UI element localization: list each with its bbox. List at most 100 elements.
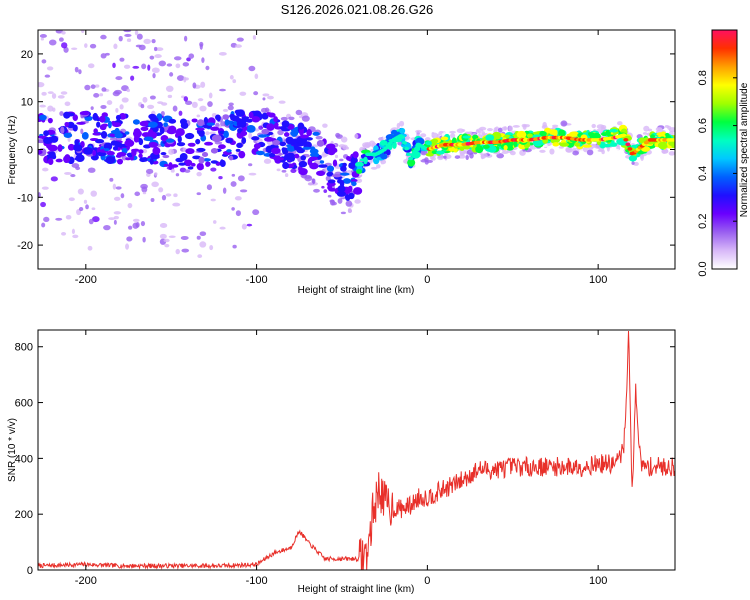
spectrogram-cell xyxy=(172,202,181,207)
colorbar-label: Normalized spectral amplitude xyxy=(739,82,750,217)
spectrogram-cell xyxy=(183,76,187,83)
spectrogram-cell xyxy=(340,211,346,215)
spectrogram-cell xyxy=(608,142,618,147)
spectrogram-cell xyxy=(342,162,347,167)
spectrogram-cells xyxy=(38,21,675,259)
spectrogram-cell xyxy=(599,141,607,149)
spectrogram-cell xyxy=(90,84,96,89)
spectrogram-cell xyxy=(74,139,80,146)
spectrogram-cell xyxy=(222,114,230,120)
spectrogram-cell xyxy=(100,104,107,109)
snr-x-ticks: -200 -100 0 100 xyxy=(75,330,607,587)
spectrogram-cell xyxy=(431,150,438,155)
spectrogram-cell xyxy=(160,111,165,117)
colorbar-tick-label: 0.6 xyxy=(697,118,709,133)
spectrogram-cell xyxy=(223,130,229,139)
spectrogram-ridge-cell xyxy=(623,137,629,142)
spectrogram-cell xyxy=(196,147,206,152)
spectrogram-cell xyxy=(424,137,431,142)
spectrogram-cell xyxy=(232,79,237,84)
spectrogram-cell xyxy=(116,158,124,165)
spectrogram-cell xyxy=(239,91,247,96)
spectrogram-cell xyxy=(224,118,230,126)
spectrogram-cell xyxy=(139,120,150,127)
spectrogram-cell xyxy=(184,132,195,140)
spectrogram-cell xyxy=(213,220,217,224)
spectrogram-cell xyxy=(407,158,416,167)
spectrogram-cell xyxy=(167,94,173,99)
spectrogram-cell xyxy=(47,144,58,152)
spectrogram-ridge-cell xyxy=(404,146,410,151)
spectrogram-cell xyxy=(232,244,237,249)
spectrogram-cell xyxy=(573,124,582,131)
spectrogram-cell xyxy=(425,152,434,157)
spectrogram-cell xyxy=(241,223,247,230)
spectrogram-cell xyxy=(345,146,350,150)
spectrogram-cell xyxy=(43,216,50,223)
spectrogram-cell xyxy=(151,67,160,74)
spectrogram-cell xyxy=(478,126,487,131)
spectrogram-cell xyxy=(160,151,167,156)
spectrogram-cell xyxy=(67,143,75,151)
spectrogram-cell xyxy=(187,142,196,147)
spectrogram-cell xyxy=(63,132,73,138)
spectrogram-cell xyxy=(613,148,620,153)
spectrogram-cell xyxy=(336,191,347,197)
spectrogram-cell xyxy=(656,132,665,136)
spectrogram-cell xyxy=(196,171,202,177)
spectrogram-cell xyxy=(285,136,294,145)
spectrogram-cell xyxy=(327,179,336,184)
spectrogram-cell xyxy=(497,127,503,133)
spectrogram-cell xyxy=(241,137,247,144)
spectrogram-cell xyxy=(458,154,466,159)
spectrogram-cell xyxy=(84,84,91,91)
spectrogram-cell xyxy=(482,144,490,149)
spectrogram-cell xyxy=(334,154,339,159)
spectrogram-cell xyxy=(586,149,594,156)
spectrogram-cell xyxy=(210,198,216,202)
spectrogram-cell xyxy=(147,121,158,128)
spectrogram-cell xyxy=(347,207,352,214)
spectrogram-cell xyxy=(80,128,84,135)
spectrogram-x-tick-label: 100 xyxy=(589,274,607,286)
spectrogram-cell xyxy=(112,91,120,97)
spectrogram-cell xyxy=(131,148,137,157)
spectrogram-cell xyxy=(294,146,303,152)
spectrogram-ridge-cell xyxy=(670,138,675,142)
spectrogram-cell xyxy=(273,116,278,123)
spectrogram-cell xyxy=(113,211,121,215)
spectrogram-cell xyxy=(503,145,508,151)
spectrogram-cell xyxy=(64,101,71,107)
spectrogram-cell xyxy=(228,102,234,106)
spectrogram-cell xyxy=(248,163,253,167)
spectrogram-cell xyxy=(38,135,47,139)
spectrogram-cell xyxy=(582,146,588,153)
snr-y-tick-label: 0 xyxy=(27,565,33,577)
spectrogram-cell xyxy=(210,167,217,172)
snr-y-ticks: 0 200 400 600 800 xyxy=(15,342,675,577)
spectrogram-cell xyxy=(191,101,198,108)
spectrogram-cell xyxy=(399,127,406,134)
spectrogram-cell xyxy=(114,127,120,135)
spectrogram-cell xyxy=(154,54,162,59)
spectrogram-x-label: Height of straight line (km) xyxy=(298,285,415,296)
spectrogram-cell xyxy=(218,52,227,56)
spectrogram-cell xyxy=(123,64,131,69)
spectrogram-cell xyxy=(96,121,101,128)
spectrogram-cell xyxy=(101,87,107,92)
spectrogram-cell xyxy=(113,43,118,50)
figure-title: S126.2026.021.08.26.G26 xyxy=(281,2,434,17)
spectrogram-cell xyxy=(280,116,288,121)
spectrogram-cell xyxy=(63,21,67,25)
spectrogram-cell xyxy=(71,228,75,234)
spectrogram-cell xyxy=(339,158,344,162)
spectrogram-cell xyxy=(173,193,178,198)
snr-x-tick-label: -100 xyxy=(246,575,268,587)
spectrogram-cell xyxy=(134,30,139,36)
spectrogram-cell xyxy=(142,236,146,243)
spectrogram-cell xyxy=(205,131,210,136)
spectrogram-cell xyxy=(339,172,350,176)
snr-x-tick-label: -200 xyxy=(75,575,97,587)
spectrogram-y-ticks: -20 -10 0 10 20 xyxy=(17,49,675,252)
snr-x-tick-label: 0 xyxy=(424,575,430,587)
